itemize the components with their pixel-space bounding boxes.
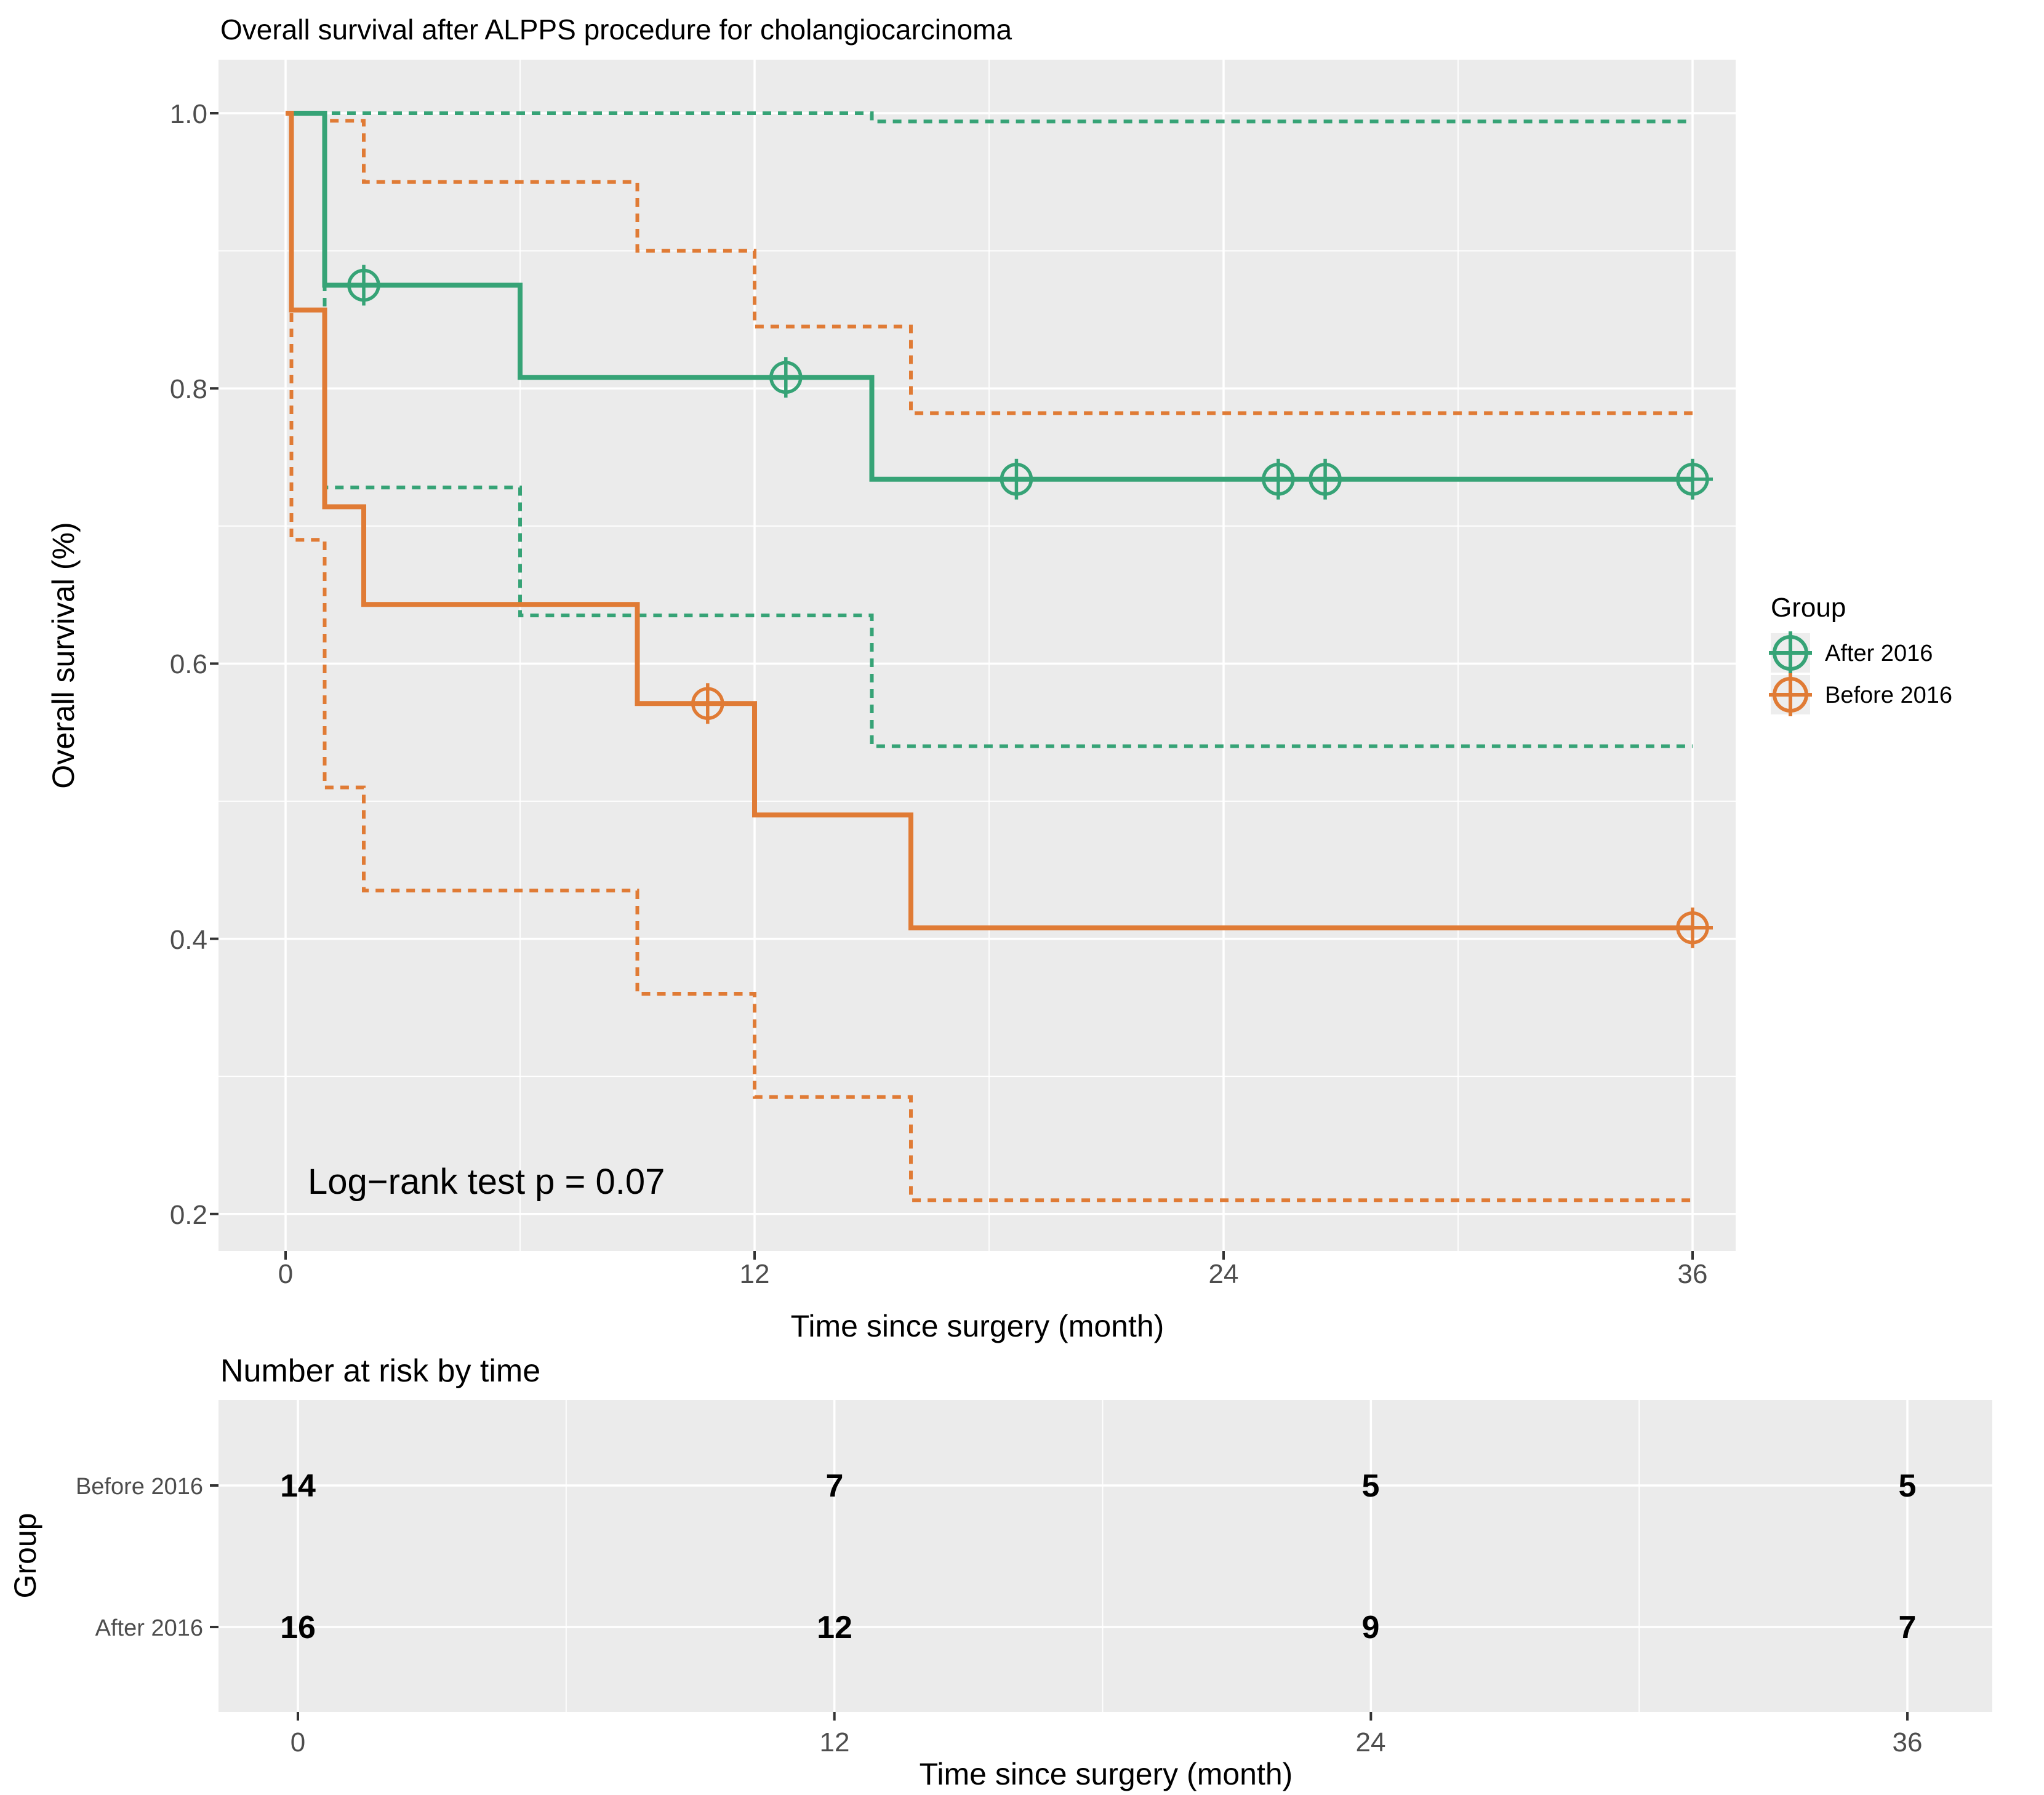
- risk-x-tick-label: 24: [1356, 1727, 1386, 1757]
- risk-count: 9: [1362, 1610, 1380, 1645]
- censor-mark: [1305, 458, 1346, 500]
- risk-count: 5: [1362, 1468, 1380, 1504]
- legend-key-symbols: [1769, 631, 1812, 716]
- main-plot-panel: [218, 60, 1736, 1251]
- y-tick-label: 1.0: [170, 99, 207, 129]
- risk-row-label-before-2016: Before 2016: [76, 1474, 203, 1500]
- risk-grid: [218, 1400, 1992, 1712]
- y-tick-label: 0.6: [170, 649, 207, 679]
- ci-upper-before-2016: [291, 111, 1693, 415]
- risk-count: 16: [280, 1610, 316, 1645]
- survival-curve-after-2016: [286, 111, 1693, 482]
- risk-count: 5: [1899, 1468, 1917, 1504]
- x-tick-label: 0: [278, 1259, 293, 1289]
- x-tick-label: 12: [740, 1259, 770, 1289]
- survival-curve-before-2016: [286, 111, 1693, 930]
- censor-mark: [343, 265, 384, 306]
- y-tick-label: 0.4: [170, 925, 207, 955]
- risk-axis-tick-marks: [210, 1484, 1909, 1721]
- censor-mark: [687, 683, 728, 724]
- censor-marks: [343, 265, 1713, 948]
- risk-x-axis-title: Time since surgery (month): [920, 1757, 1293, 1791]
- y-axis-title: Overall survival (%): [46, 522, 81, 788]
- x-axis-title: Time since surgery (month): [791, 1309, 1164, 1343]
- censor-mark: [1672, 907, 1713, 948]
- y-tick-label: 0.2: [170, 1200, 207, 1230]
- censor-mark: [1672, 458, 1713, 500]
- risk-x-tick-label: 12: [820, 1727, 850, 1757]
- legend-label-before-2016: Before 2016: [1825, 682, 1952, 708]
- risk-count: 14: [280, 1468, 316, 1504]
- y-tick-label: 0.8: [170, 374, 207, 404]
- risk-count: 7: [826, 1468, 844, 1504]
- logrank-pvalue-annotation: Log−rank test p = 0.07: [308, 1162, 665, 1202]
- main-axis-tick-marks: [210, 112, 1694, 1260]
- censor-mark: [1257, 458, 1299, 500]
- censor-mark: [765, 357, 806, 398]
- ci-upper-after-2016: [286, 111, 1693, 124]
- x-tick-label: 24: [1209, 1259, 1239, 1289]
- legend-title: Group: [1771, 593, 1846, 623]
- risk-x-tick-label: 36: [1893, 1727, 1923, 1757]
- censor-mark: [996, 458, 1037, 500]
- risk-table-panel: [218, 1400, 1992, 1712]
- risk-x-tick-label: 0: [291, 1727, 305, 1757]
- risk-table-title: Number at risk by time: [220, 1353, 540, 1389]
- ci-lower-before-2016: [289, 113, 1693, 1202]
- plot-title: Overall survival after ALPPS procedure f…: [220, 14, 1012, 46]
- legend-label-after-2016: After 2016: [1825, 641, 1933, 666]
- risk-y-axis-title: Group: [8, 1513, 42, 1599]
- censor-mark: [1769, 631, 1812, 674]
- censor-mark: [1769, 673, 1812, 716]
- risk-count: 7: [1899, 1610, 1917, 1645]
- risk-row-label-after-2016: After 2016: [95, 1615, 203, 1641]
- x-tick-label: 36: [1678, 1259, 1708, 1289]
- risk-count: 12: [817, 1610, 852, 1645]
- survival-curves: [286, 111, 1693, 930]
